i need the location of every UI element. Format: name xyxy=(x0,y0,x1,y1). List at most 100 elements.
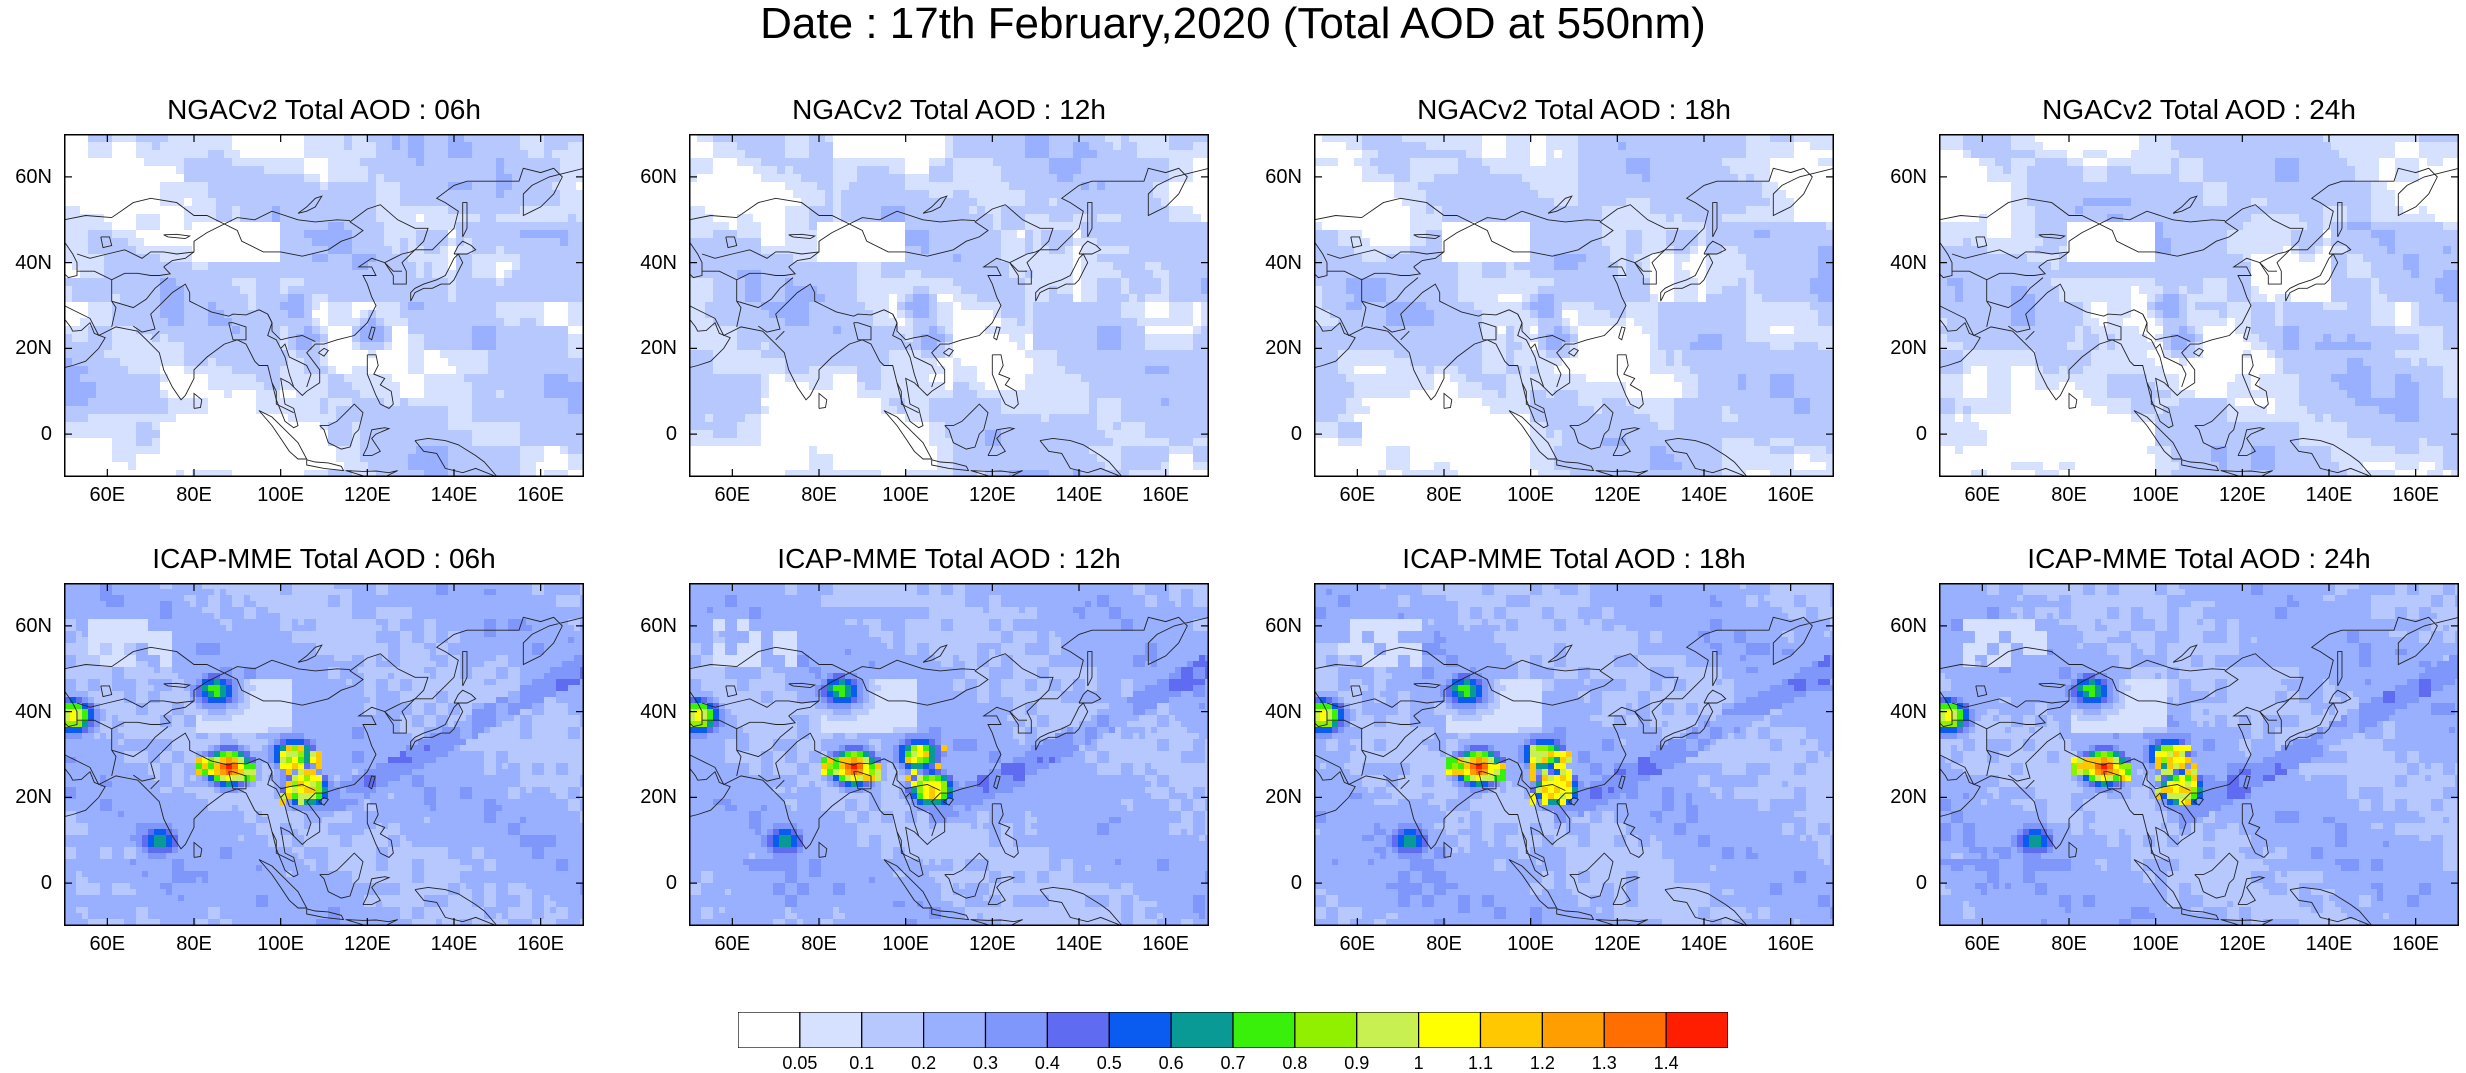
lon-tick-label: 80E xyxy=(801,934,837,954)
colorbar-box xyxy=(1233,1012,1295,1048)
lon-tick-label: 60E xyxy=(90,934,126,954)
lon-tick-label: 60E xyxy=(1965,485,2001,505)
lon-tick-label: 120E xyxy=(344,934,391,954)
lon-tick-label: 160E xyxy=(2392,934,2439,954)
colorbar-box xyxy=(1109,1012,1171,1048)
aod-map xyxy=(64,583,584,926)
lat-tick-label: 20N xyxy=(1890,787,1927,807)
lon-tick-label: 80E xyxy=(1426,485,1462,505)
lon-tick-label: 120E xyxy=(2219,934,2266,954)
lon-tick-label: 140E xyxy=(2306,485,2353,505)
colorbar-box xyxy=(1419,1012,1481,1048)
lat-tick-label: 40N xyxy=(1265,253,1302,273)
lon-tick-label: 80E xyxy=(801,485,837,505)
colorbar-box xyxy=(1481,1012,1543,1048)
lat-tick-label: 60N xyxy=(15,616,52,636)
lon-tick-label: 80E xyxy=(176,485,212,505)
lat-tick-label: 20N xyxy=(15,338,52,358)
lat-tick-label: 0 xyxy=(666,873,677,893)
colorbar xyxy=(738,1012,1728,1048)
lon-tick-label: 160E xyxy=(1142,934,1189,954)
lon-tick-label: 120E xyxy=(1594,934,1641,954)
aod-map xyxy=(1939,134,2459,477)
lon-tick-label: 120E xyxy=(1594,485,1641,505)
colorbar-box xyxy=(738,1012,800,1048)
lon-tick-label: 120E xyxy=(344,485,391,505)
lon-tick-label: 60E xyxy=(1340,485,1376,505)
lat-tick-label: 0 xyxy=(1291,424,1302,444)
lon-tick-label: 60E xyxy=(715,485,751,505)
lon-tick-label: 60E xyxy=(90,485,126,505)
lat-tick-label: 20N xyxy=(15,787,52,807)
aod-map xyxy=(1314,134,1834,477)
colorbar-box xyxy=(862,1012,924,1048)
lon-tick-label: 100E xyxy=(2132,485,2179,505)
lat-tick-label: 0 xyxy=(1916,873,1927,893)
colorbar-tick-label: 1.3 xyxy=(1592,1054,1617,1072)
colorbar-box xyxy=(1604,1012,1666,1048)
panel-title: ICAP-MME Total AOD : 24h xyxy=(1939,545,2459,573)
lon-tick-label: 60E xyxy=(1965,934,2001,954)
colorbar-tick-label: 1.4 xyxy=(1654,1054,1679,1072)
aod-map xyxy=(1314,583,1834,926)
lat-tick-label: 40N xyxy=(640,702,677,722)
lon-tick-label: 140E xyxy=(1681,934,1728,954)
lon-tick-label: 80E xyxy=(1426,934,1462,954)
lon-tick-label: 140E xyxy=(431,934,478,954)
lat-tick-label: 0 xyxy=(41,873,52,893)
colorbar-tick-label: 0.7 xyxy=(1220,1054,1245,1072)
colorbar-box xyxy=(1666,1012,1728,1048)
colorbar-box xyxy=(1357,1012,1419,1048)
aod-map xyxy=(1939,583,2459,926)
lat-tick-label: 0 xyxy=(41,424,52,444)
lat-tick-label: 40N xyxy=(1265,702,1302,722)
panel-title: NGACv2 Total AOD : 24h xyxy=(1939,96,2459,124)
colorbar-box xyxy=(800,1012,862,1048)
lat-tick-label: 40N xyxy=(1890,702,1927,722)
panel-title: NGACv2 Total AOD : 12h xyxy=(689,96,1209,124)
lat-tick-label: 0 xyxy=(666,424,677,444)
aod-map xyxy=(689,583,1209,926)
lat-tick-label: 60N xyxy=(1265,167,1302,187)
colorbar-tick-label: 0.3 xyxy=(973,1054,998,1072)
lon-tick-label: 140E xyxy=(1681,485,1728,505)
colorbar-tick-label: 1.2 xyxy=(1530,1054,1555,1072)
colorbar-box xyxy=(1295,1012,1357,1048)
colorbar-tick-label: 0.6 xyxy=(1159,1054,1184,1072)
lon-tick-label: 120E xyxy=(2219,485,2266,505)
lon-tick-label: 100E xyxy=(2132,934,2179,954)
panel-title: ICAP-MME Total AOD : 12h xyxy=(689,545,1209,573)
lat-tick-label: 60N xyxy=(640,616,677,636)
lat-tick-label: 60N xyxy=(15,167,52,187)
lon-tick-label: 160E xyxy=(517,485,564,505)
colorbar-box xyxy=(1047,1012,1109,1048)
lat-tick-label: 20N xyxy=(640,787,677,807)
colorbar-box xyxy=(1171,1012,1233,1048)
lat-tick-label: 40N xyxy=(640,253,677,273)
lon-tick-label: 100E xyxy=(1507,934,1554,954)
lat-tick-label: 20N xyxy=(1265,787,1302,807)
panel-title: ICAP-MME Total AOD : 06h xyxy=(64,545,584,573)
colorbar-box xyxy=(924,1012,986,1048)
colorbar-tick-label: 0.05 xyxy=(782,1054,817,1072)
lat-tick-label: 20N xyxy=(640,338,677,358)
colorbar-tick-label: 0.4 xyxy=(1035,1054,1060,1072)
lon-tick-label: 160E xyxy=(517,934,564,954)
aod-map xyxy=(689,134,1209,477)
lat-tick-label: 20N xyxy=(1890,338,1927,358)
page-title: Date : 17th February,2020 (Total AOD at … xyxy=(0,2,2466,46)
lon-tick-label: 60E xyxy=(715,934,751,954)
lon-tick-label: 100E xyxy=(882,934,929,954)
lat-tick-label: 60N xyxy=(640,167,677,187)
lon-tick-label: 140E xyxy=(1056,485,1103,505)
colorbar-tick-label: 0.1 xyxy=(849,1054,874,1072)
colorbar-tick-label: 0.5 xyxy=(1097,1054,1122,1072)
lat-tick-label: 20N xyxy=(1265,338,1302,358)
colorbar-tick-label: 1.1 xyxy=(1468,1054,1493,1072)
